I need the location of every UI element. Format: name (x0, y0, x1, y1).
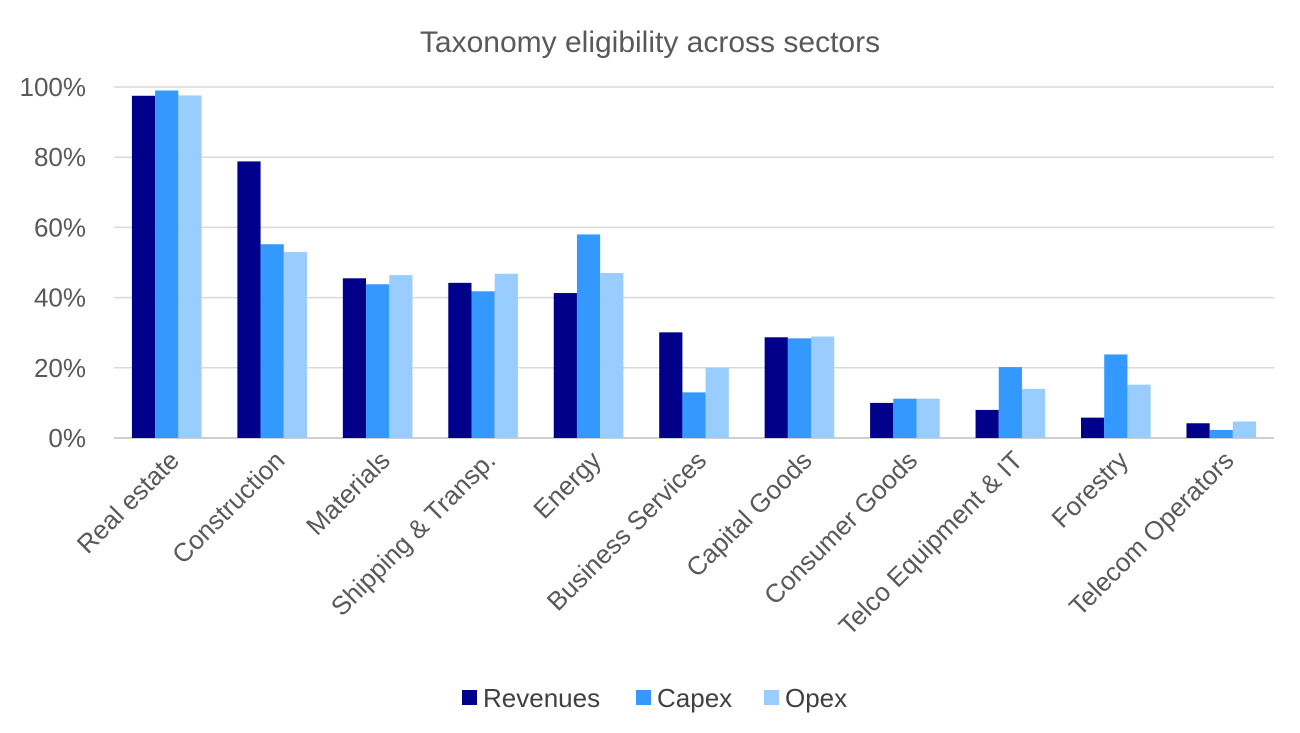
chart-title: Taxonomy eligibility across sectors (420, 26, 880, 59)
bar (283, 251, 307, 438)
bar (131, 95, 156, 439)
bar (600, 273, 624, 438)
bar (975, 409, 999, 438)
legend-item-capex: Capex (636, 683, 732, 713)
bar (682, 392, 706, 438)
bar (1186, 423, 1210, 438)
bar (659, 332, 683, 438)
bar (1209, 429, 1233, 438)
series-opex (178, 95, 1257, 438)
legend-label: Opex (785, 683, 847, 713)
bar (870, 402, 894, 438)
legend-swatch (764, 690, 779, 705)
legend-label: Capex (657, 683, 732, 713)
y-tick-label: 80% (34, 142, 86, 172)
bar (494, 273, 518, 438)
legend-item-opex: Opex (764, 683, 847, 713)
y-tick-label: 20% (34, 353, 86, 383)
bar (705, 367, 729, 438)
bar (1232, 421, 1257, 438)
bar (764, 337, 788, 438)
series-capex (155, 90, 1233, 438)
bar (471, 291, 495, 438)
bar (237, 161, 261, 439)
y-tick-label: 40% (34, 283, 86, 313)
bar (366, 284, 390, 438)
bar (1127, 384, 1151, 438)
x-category-label: Energy (527, 445, 606, 524)
x-category-label: Forestry (1045, 445, 1134, 534)
bar (787, 338, 812, 438)
bar (260, 244, 284, 438)
legend: Revenues Capex Opex (462, 683, 847, 713)
series-revenues (131, 95, 1210, 439)
bar (1104, 354, 1128, 438)
bar (998, 367, 1022, 438)
y-tick-label: 60% (34, 212, 86, 242)
bar (1021, 388, 1046, 438)
legend-swatch (636, 690, 651, 705)
bars (131, 90, 1257, 439)
bar (1081, 417, 1105, 438)
bar (811, 336, 835, 438)
bar (448, 282, 472, 438)
x-category-label: Materials (300, 445, 396, 541)
legend-swatch (462, 690, 477, 705)
bar (893, 398, 917, 438)
bar (916, 398, 940, 438)
bar (155, 90, 179, 438)
bar (576, 234, 601, 438)
bar (389, 275, 413, 438)
x-category-label: Telco Equipment & IT (833, 445, 1029, 641)
legend-item-revenues: Revenues (462, 683, 600, 713)
y-axis-ticks: 0% 20% 40% 60% 80% 100% (20, 72, 87, 453)
y-tick-label: 100% (20, 72, 87, 102)
bar (342, 278, 367, 438)
x-category-label: Construction (166, 445, 290, 569)
legend-label: Revenues (483, 683, 600, 713)
bar (178, 95, 202, 438)
y-tick-label: 0% (48, 423, 86, 453)
x-category-label: Real estate (71, 445, 185, 559)
bar (553, 293, 577, 438)
